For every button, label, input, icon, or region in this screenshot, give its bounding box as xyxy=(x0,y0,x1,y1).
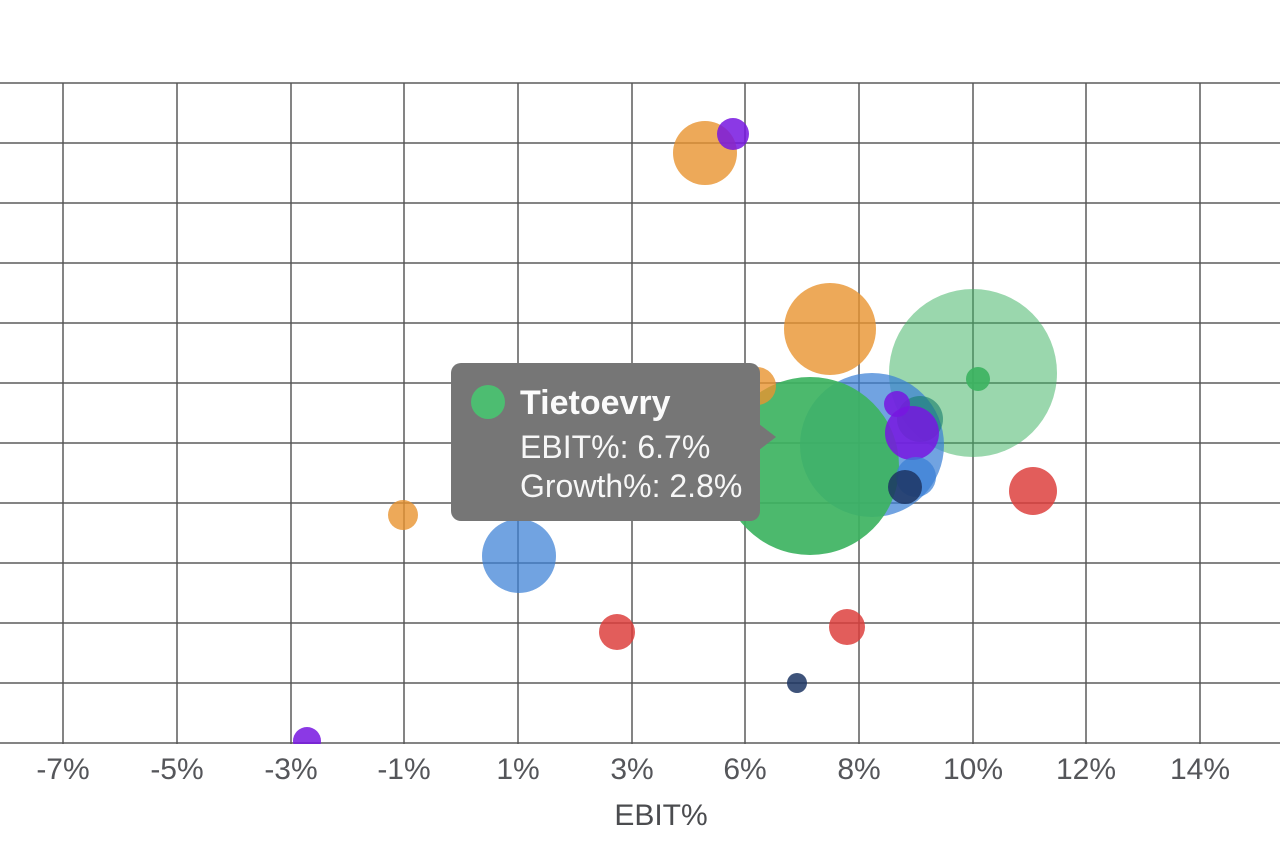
x-axis-tick-label: 10% xyxy=(942,753,1004,786)
horizontal-gridline xyxy=(0,202,1280,204)
bubble-purple-bottom[interactable] xyxy=(293,727,321,744)
bubble-red-left[interactable] xyxy=(599,614,635,650)
horizontal-gridline xyxy=(0,142,1280,144)
bubble-green-large-marker[interactable] xyxy=(966,367,990,391)
bubble-purple-top[interactable] xyxy=(717,118,749,150)
horizontal-gridline xyxy=(0,262,1280,264)
x-axis-tick-label: 6% xyxy=(723,753,767,786)
horizontal-gridline xyxy=(0,322,1280,324)
tooltip-growth-value: Growth%: 2.8% xyxy=(520,468,743,504)
vertical-gridline xyxy=(1085,83,1087,744)
bubble-navy-small[interactable] xyxy=(787,673,807,693)
bubble-red-right[interactable] xyxy=(1009,467,1057,515)
bubble-blue-mid[interactable] xyxy=(482,519,556,593)
vertical-gridline xyxy=(403,83,405,744)
tooltip-series-name: Tietoevry xyxy=(520,384,671,422)
vertical-gridline xyxy=(176,83,178,744)
horizontal-gridline xyxy=(0,562,1280,564)
bubble-orange-left[interactable] xyxy=(388,500,418,530)
tooltip-arrow xyxy=(759,424,776,450)
horizontal-gridline xyxy=(0,622,1280,624)
bubble-purple-large[interactable] xyxy=(885,406,939,460)
x-axis-tick-label: -5% xyxy=(150,753,204,786)
vertical-gridline xyxy=(290,83,292,744)
horizontal-gridline xyxy=(0,82,1280,84)
x-axis-tick-label: 1% xyxy=(496,753,540,786)
x-axis-tick-label: -3% xyxy=(264,753,318,786)
x-axis-tick-label: 14% xyxy=(1169,753,1231,786)
x-axis-tick-label: 3% xyxy=(610,753,654,786)
bubble-navy-cluster[interactable] xyxy=(888,470,922,504)
vertical-gridline xyxy=(62,83,64,744)
horizontal-gridline xyxy=(0,742,1280,744)
bubble-red-mid[interactable] xyxy=(829,609,865,645)
horizontal-gridline xyxy=(0,682,1280,684)
x-axis-tick-label: -1% xyxy=(377,753,431,786)
vertical-gridline xyxy=(1199,83,1201,744)
bubble-orange-cluster[interactable] xyxy=(784,283,876,375)
tooltip: Tietoevry EBIT%: 6.7% Growth%: 2.8% xyxy=(451,363,776,521)
tooltip-series-dot-icon xyxy=(471,385,505,419)
tooltip-ebit-value: EBIT%: 6.7% xyxy=(520,429,711,465)
x-axis-tick-label: 12% xyxy=(1055,753,1117,786)
x-axis-tick-label: 8% xyxy=(837,753,881,786)
x-axis-title: EBIT% xyxy=(614,799,708,832)
x-axis-tick-label: -7% xyxy=(36,753,90,786)
